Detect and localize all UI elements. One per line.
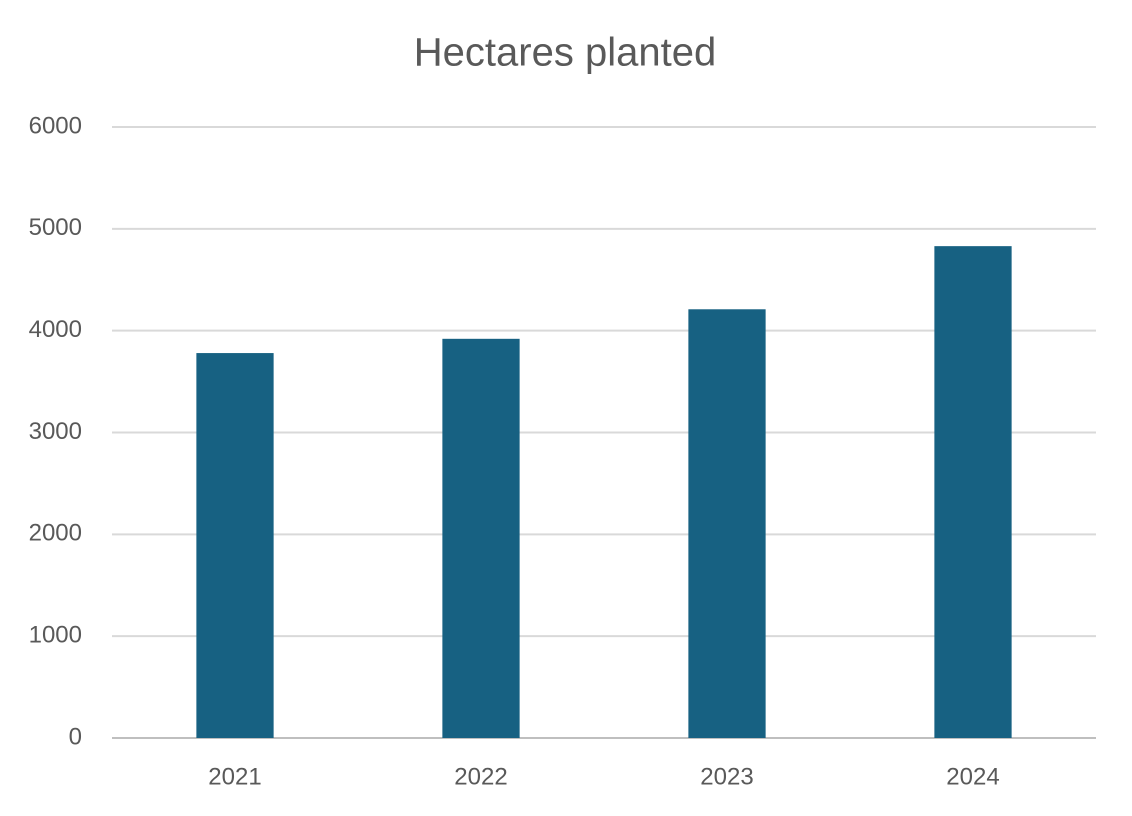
y-tick-label: 5000 [29,214,82,241]
y-tick-label: 4000 [29,316,82,343]
bar [688,309,766,738]
x-tick-label: 2021 [208,763,261,790]
x-tick-label: 2023 [700,763,753,790]
bar [442,338,520,738]
bar [934,246,1012,738]
y-tick-label: 0 [69,723,82,750]
bar [196,353,274,738]
x-tick-label: 2022 [454,763,507,790]
y-tick-label: 1000 [29,622,82,649]
x-tick-label: 2024 [946,763,999,790]
y-tick-label: 3000 [29,418,82,445]
y-tick-label: 6000 [29,112,82,139]
y-tick-label: 2000 [29,520,82,547]
chart-title: Hectares planted [414,31,716,75]
